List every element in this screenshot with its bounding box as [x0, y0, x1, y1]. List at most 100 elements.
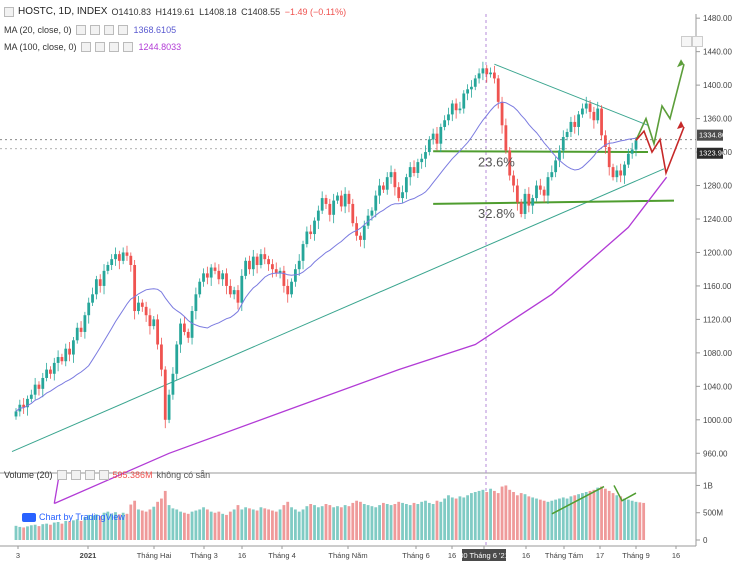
candle-body	[125, 252, 129, 256]
volume-bar	[351, 502, 355, 540]
candle-body	[496, 78, 500, 102]
candle-body	[274, 269, 278, 274]
volume-bar	[236, 505, 240, 540]
volume-bar	[251, 509, 255, 540]
pane-restore-icon[interactable]	[681, 36, 692, 47]
volume-group	[14, 485, 646, 540]
ma100-line	[54, 176, 668, 505]
volume-legend[interactable]: Volume (20) 595.386M không có sẵn	[4, 470, 210, 480]
volume-bar	[623, 498, 626, 540]
volume-bar	[179, 511, 182, 540]
collapse-icon[interactable]	[4, 6, 14, 17]
volume-bar	[144, 511, 148, 540]
volume-bar	[182, 512, 186, 540]
candle-body	[94, 279, 98, 295]
candle-body	[198, 281, 202, 295]
candle-body	[538, 185, 542, 190]
volume-tick-label: 1B	[703, 481, 713, 490]
volume-bar	[408, 505, 412, 540]
volume-tick-label: 0	[703, 536, 708, 545]
ma20-legend[interactable]: MA (20, close, 0) 1368.6105	[4, 25, 178, 35]
price-tick-label: 1200.00	[703, 248, 732, 257]
price-label-bg	[697, 147, 723, 159]
volume-note: không có sẵn	[156, 470, 211, 480]
volume-bar	[512, 492, 515, 540]
volume-bar	[466, 495, 470, 540]
settings-icon[interactable]	[94, 42, 105, 52]
candle-body	[255, 256, 259, 266]
candle-body	[278, 270, 282, 274]
more-icon[interactable]	[98, 470, 109, 480]
volume-bar	[267, 509, 270, 540]
volume-bar	[290, 507, 293, 540]
volume-bar	[638, 502, 642, 540]
candle-body	[271, 264, 274, 270]
volume-bar	[106, 511, 110, 540]
volume-bar	[94, 514, 98, 540]
candle-body	[447, 114, 450, 121]
candle-body	[473, 78, 477, 87]
settings-icon[interactable]	[70, 470, 81, 480]
candle-body	[213, 267, 217, 271]
candle-body	[133, 265, 137, 312]
volume-bar	[18, 526, 22, 540]
ma20-value: 1368.6105	[133, 25, 177, 35]
volume-bar	[347, 506, 351, 540]
volume-bar	[75, 519, 79, 540]
candle-body	[343, 193, 347, 207]
close-icon[interactable]	[103, 25, 114, 35]
low-value: L1408.18	[199, 6, 237, 17]
candle-body	[259, 254, 263, 266]
volume-bar	[554, 499, 558, 540]
more-icon[interactable]	[117, 25, 128, 35]
tradingview-logo[interactable]: Chart by TradingView	[22, 512, 125, 522]
price-tick-label: 1280.00	[703, 182, 732, 191]
time-tick-label: 17	[596, 551, 604, 560]
volume-bar	[133, 500, 137, 540]
candle-body	[121, 252, 125, 261]
candle-body	[14, 411, 18, 417]
volume-bar	[121, 512, 125, 540]
price-tick-label: 1000.00	[703, 416, 732, 425]
volume-bar	[447, 495, 450, 540]
close-icon[interactable]	[84, 470, 95, 480]
candle-body	[102, 270, 106, 286]
volume-bar	[382, 502, 385, 540]
candle-body	[485, 68, 489, 75]
volume-bar	[538, 499, 542, 540]
volume-label: Volume (20)	[4, 470, 53, 480]
eye-icon[interactable]	[80, 42, 91, 52]
pane-maximize-icon[interactable]	[692, 36, 703, 47]
candle-body	[619, 170, 623, 176]
candle-body	[404, 177, 408, 193]
volume-bar	[255, 510, 259, 540]
volume-bar	[588, 490, 592, 540]
close-icon[interactable]	[108, 42, 119, 52]
candle-body	[408, 167, 412, 178]
eye-icon[interactable]	[75, 25, 86, 35]
candle-body	[83, 315, 87, 332]
candle-body	[194, 294, 198, 312]
volume-bar	[424, 500, 427, 540]
settings-icon[interactable]	[89, 25, 100, 35]
volume-projection-line	[613, 485, 637, 502]
candle-body	[240, 275, 244, 303]
candle-body	[87, 302, 91, 316]
candle-body	[163, 369, 167, 420]
price-tick-label: 1440.00	[703, 48, 732, 57]
volume-bar	[404, 504, 408, 540]
volume-bar	[98, 516, 102, 540]
volume-bar	[29, 525, 33, 540]
ma100-label: MA (100, close, 0)	[4, 42, 77, 52]
candle-body	[267, 259, 270, 265]
volume-bar	[225, 514, 228, 540]
eye-icon[interactable]	[56, 470, 67, 480]
volume-bar	[297, 511, 301, 540]
volume-bar	[167, 505, 171, 540]
candle-body	[527, 193, 531, 206]
candles-group	[14, 61, 638, 429]
ma100-legend[interactable]: MA (100, close, 0) 1244.8033	[4, 42, 183, 52]
volume-bar	[217, 511, 221, 540]
more-icon[interactable]	[122, 42, 133, 52]
